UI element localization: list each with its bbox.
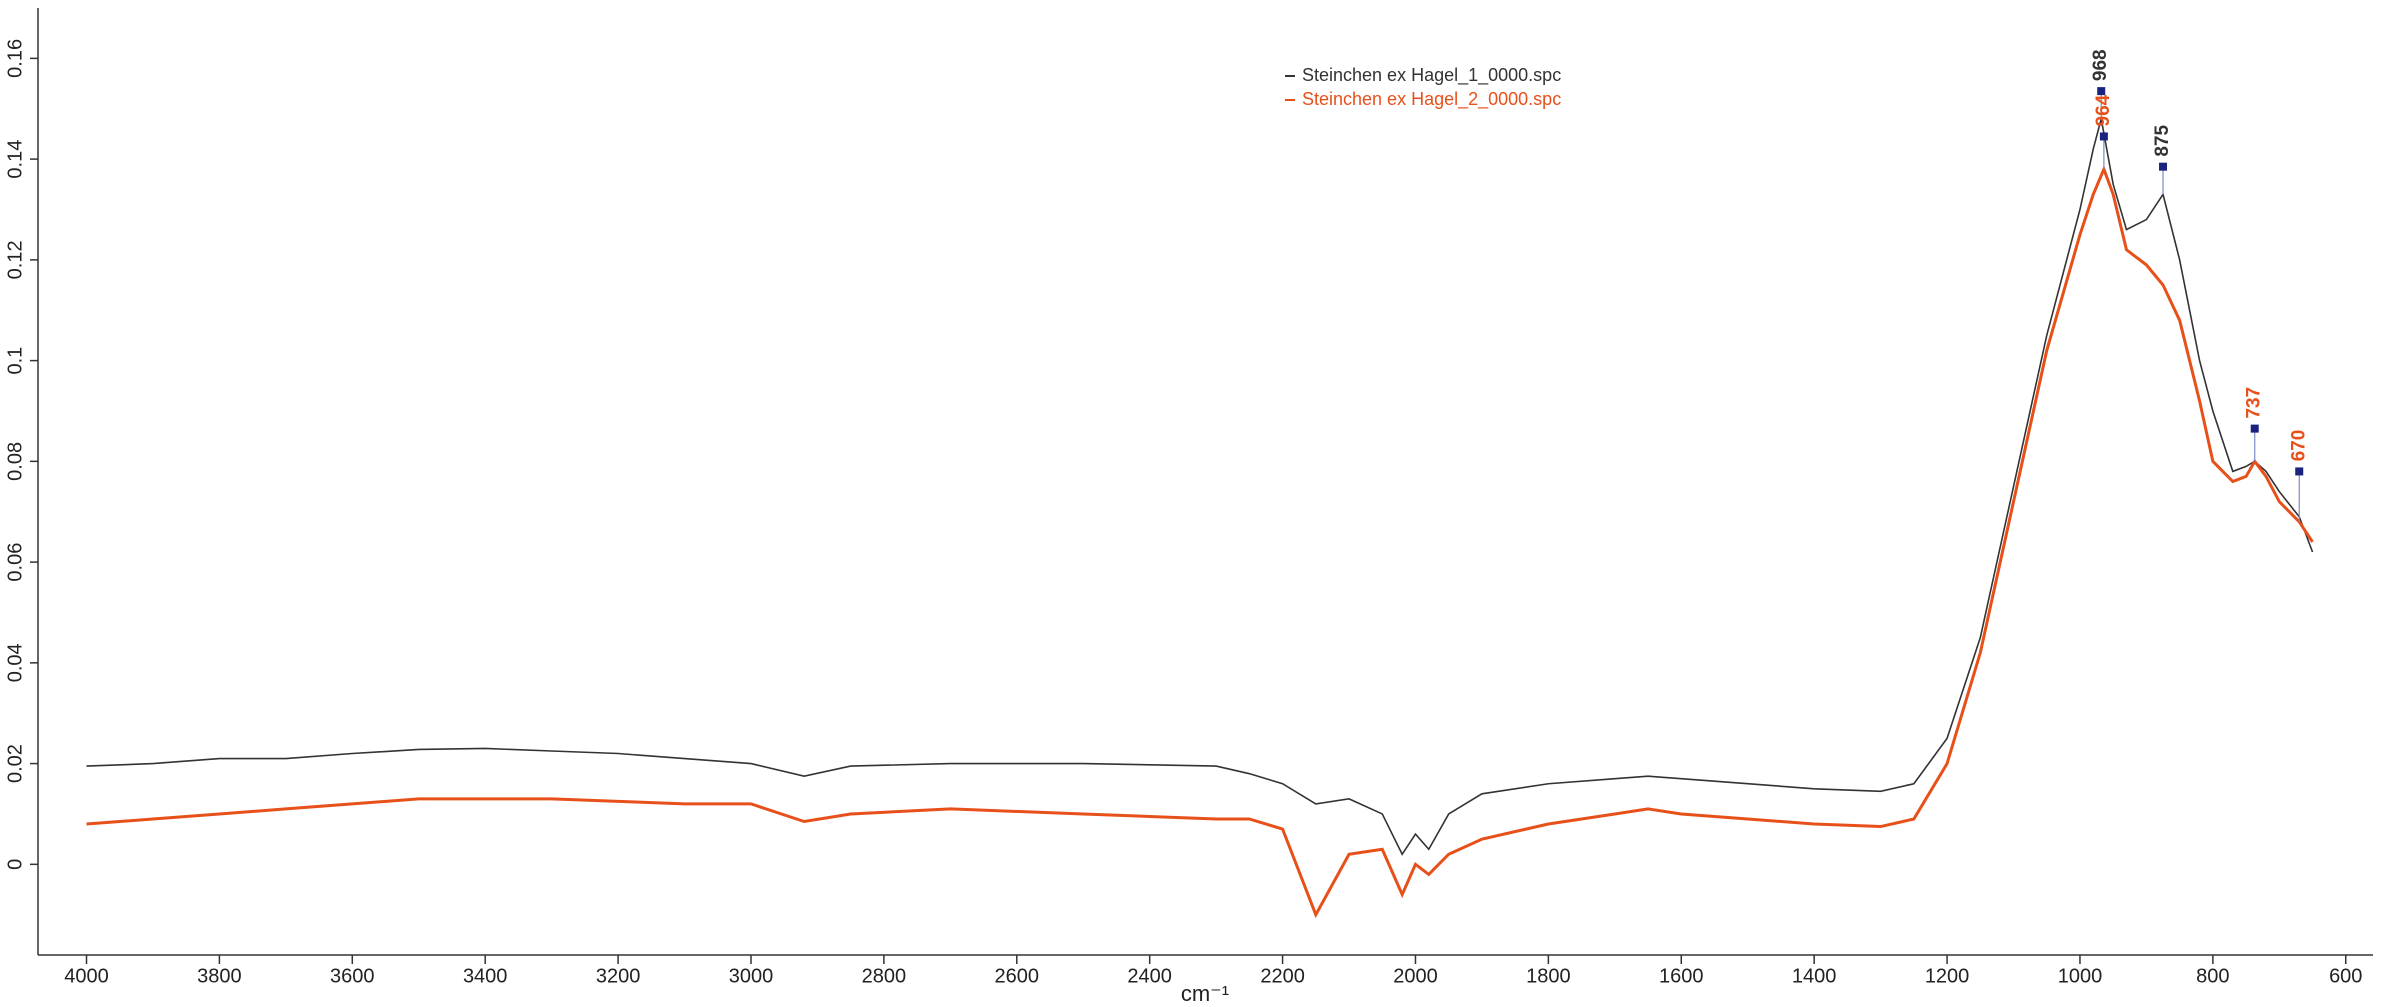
x-tick-label: 1800 [1526,965,1571,987]
y-tick-label: 0.04 [4,643,26,682]
peak-marker [2250,424,2259,433]
legend-label: Steinchen ex Hagel_2_0000.spc [1302,89,1561,110]
y-tick-label: 0.06 [4,543,26,582]
y-tick-label: 0.16 [4,39,26,78]
x-tick-label: 4000 [64,965,109,987]
y-tick-label: 0.14 [4,140,26,179]
x-tick-label: 2800 [862,965,907,987]
peak-marker [2295,467,2304,476]
x-tick-label: 2200 [1260,965,1305,987]
x-tick-label: 1400 [1792,965,1837,987]
x-tick-label: 600 [2329,965,2362,987]
y-tick-label: 0.08 [4,442,26,481]
x-tick-label: 1200 [1925,965,1970,987]
x-tick-label: 3600 [330,965,375,987]
peak-marker [2099,132,2108,141]
spectrum-line [86,165,2314,919]
x-tick-label: 3400 [463,965,508,987]
y-tick-label: 0 [4,859,26,870]
x-tick-label: 3000 [729,965,774,987]
peak-marker [2097,87,2106,96]
peak-label: 737 [2244,387,2265,419]
x-tick-label: 1600 [1659,965,1704,987]
peak-marker [2159,162,2168,171]
x-tick-label: 3200 [596,965,641,987]
peak-label: 875 [2152,125,2173,157]
x-tick-label: 3800 [197,965,242,987]
peak-label: 964 [2093,94,2114,126]
x-tick-label: 2400 [1127,965,1172,987]
x-axis-label: cm⁻¹ [1181,981,1229,1006]
peak-label: 670 [2288,430,2309,462]
legend-label: Steinchen ex Hagel_1_0000.spc [1302,65,1561,86]
y-tick-label: 0.02 [4,744,26,783]
x-tick-label: 2000 [1393,965,1438,987]
y-tick-label: 0.12 [4,240,26,279]
x-tick-label: 2600 [995,965,1040,987]
x-tick-label: 1000 [2058,965,2103,987]
spectrum-line [86,118,2314,856]
peak-label: 968 [2090,49,2111,81]
y-tick-label: 0.1 [4,347,26,375]
x-tick-label: 800 [2196,965,2229,987]
